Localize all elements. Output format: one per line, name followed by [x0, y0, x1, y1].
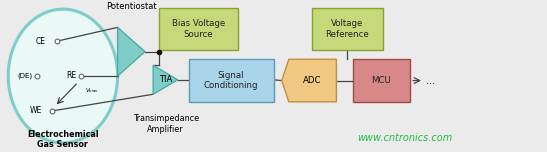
Text: Signal
Conditioning: Signal Conditioning: [204, 71, 258, 90]
Text: RE: RE: [66, 71, 77, 81]
Text: Potentiostat: Potentiostat: [106, 2, 156, 11]
Ellipse shape: [8, 9, 118, 143]
Text: Transimpedance
Amplifier: Transimpedance Amplifier: [133, 114, 199, 134]
Text: ADC: ADC: [304, 76, 322, 85]
Text: Bias Voltage
Source: Bias Voltage Source: [172, 19, 225, 39]
FancyBboxPatch shape: [159, 8, 238, 50]
Text: TIA: TIA: [159, 75, 172, 84]
Text: WE: WE: [30, 106, 42, 116]
Text: www.cntronics.com: www.cntronics.com: [357, 133, 452, 143]
Polygon shape: [282, 59, 336, 102]
Polygon shape: [153, 65, 178, 94]
Text: $V_{bias}$: $V_{bias}$: [85, 86, 99, 95]
Text: ...: ...: [426, 76, 434, 86]
Text: (DE): (DE): [18, 73, 33, 79]
FancyBboxPatch shape: [189, 59, 274, 102]
Text: CE: CE: [36, 36, 45, 46]
Text: MCU: MCU: [371, 76, 392, 85]
FancyBboxPatch shape: [353, 59, 410, 102]
Text: Voltage
Reference: Voltage Reference: [325, 19, 369, 39]
Text: Electrochemical
Gas Sensor: Electrochemical Gas Sensor: [27, 130, 98, 149]
Polygon shape: [118, 27, 145, 76]
FancyBboxPatch shape: [312, 8, 383, 50]
